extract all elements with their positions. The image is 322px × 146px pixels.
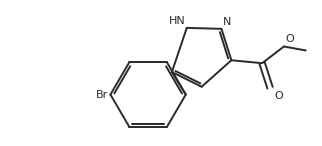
Text: HN: HN (169, 16, 186, 26)
Text: O: O (274, 91, 283, 101)
Text: O: O (285, 34, 294, 44)
Text: Br: Br (96, 90, 109, 100)
Text: N: N (223, 17, 231, 27)
